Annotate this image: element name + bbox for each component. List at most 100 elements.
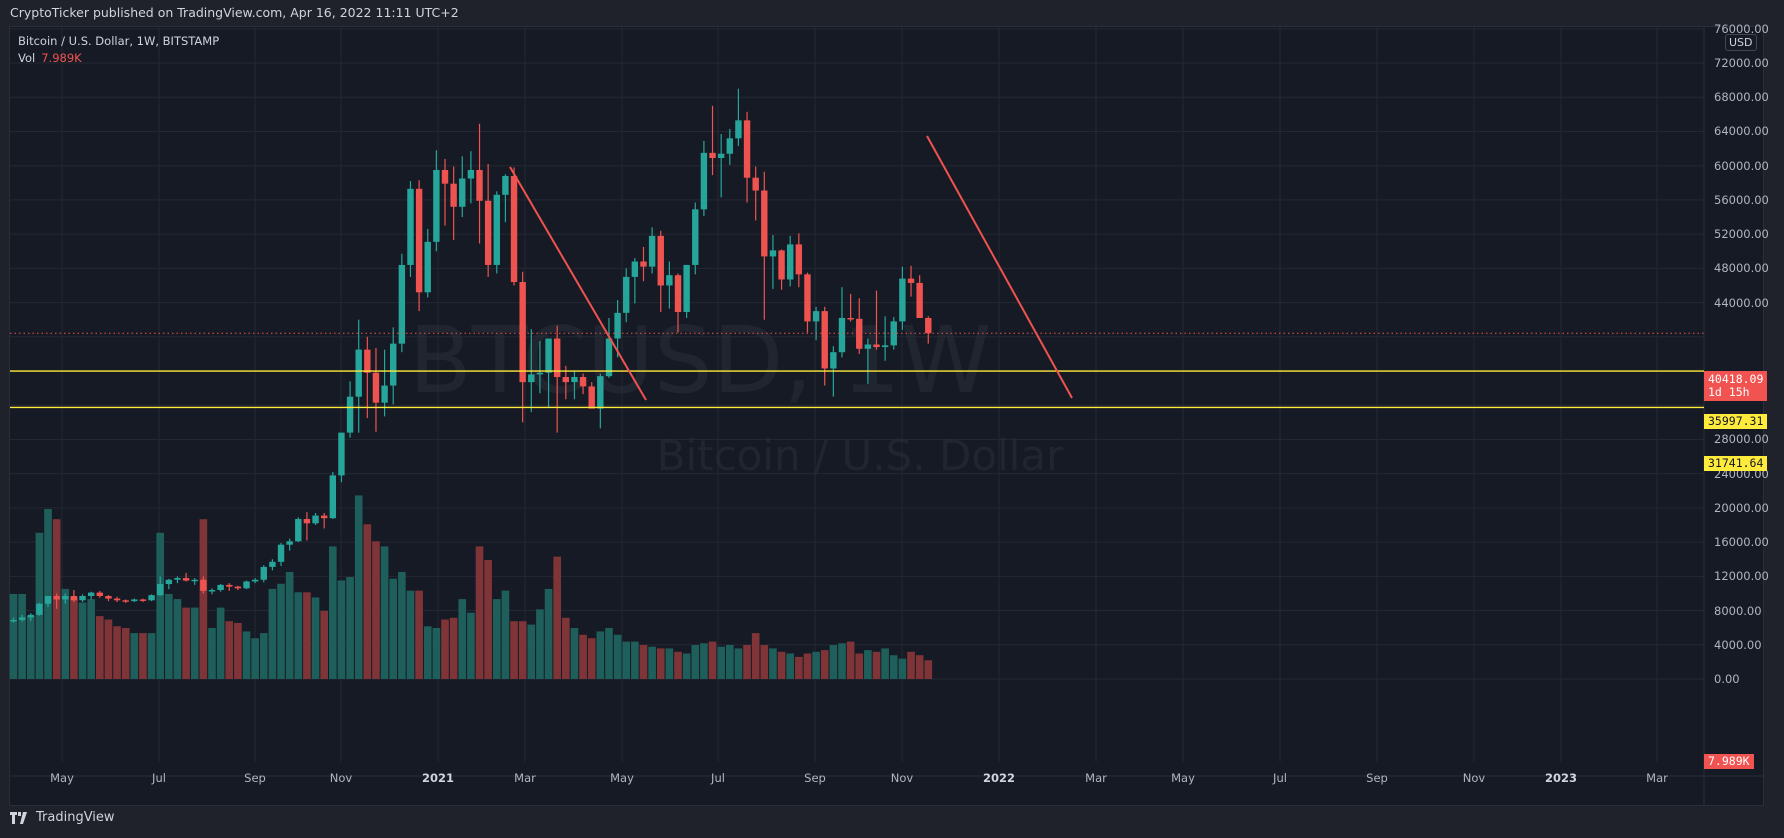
time-tick-label: Jul [152,771,166,785]
candle-down [847,317,854,320]
candle-up [597,376,604,409]
candle-up [614,312,621,339]
volume-bar [769,648,777,679]
time-tick-label: May [610,771,634,785]
candle-down [415,188,423,293]
candle-down [441,169,449,184]
volume-bar [199,519,208,679]
volume-bar [354,495,363,679]
volume-bar [674,651,682,679]
price-tick-label: 12000.00 [1714,569,1769,584]
currency-badge[interactable]: USD [1725,34,1757,51]
volume-bar [587,638,596,679]
volume-bar [812,651,820,679]
candle-up [683,264,690,312]
candle-down [113,598,121,601]
volume-bar [898,658,907,679]
volume-bar [398,571,406,679]
candle-up [502,175,509,195]
candle-down [925,317,932,334]
candle-down [873,344,880,348]
volume-bar [156,532,165,679]
candle-up [648,235,656,267]
volume-bar [691,645,700,679]
volume-bar [881,648,889,679]
volume-bar [139,633,147,679]
volume-bar [26,616,35,679]
volume-bar [907,651,915,679]
candle-up [286,541,293,545]
time-tick-label: Jul [1273,771,1287,785]
price-tick-label: 60000.00 [1714,158,1769,173]
candle-up [329,475,337,519]
candle-down [657,235,664,286]
volume-bar [216,607,225,679]
volume-bar [346,577,354,679]
price-tick-label: 56000.00 [1714,192,1769,207]
volume-bar [760,645,769,679]
volume-bar [61,588,70,679]
price-tick-label: 20000.00 [1714,500,1769,515]
volume-bar [363,524,372,679]
time-tick-label: Sep [804,771,826,785]
candle-up [277,544,285,562]
candle-up [27,614,34,618]
volume-bar [104,619,113,679]
candle-down [640,261,647,267]
candle-down [804,274,811,322]
volume-bar [751,633,760,679]
candle-up [666,275,673,286]
price-tick-label: 68000.00 [1714,90,1769,105]
volume-bar [242,631,251,679]
volume-legend[interactable]: Vol 7.989K [18,50,219,67]
volume-bar [277,583,285,679]
price-tick-label: 76000.00 [1714,21,1769,36]
volume-bar [596,631,605,679]
volume-tag: 7.989K [1704,754,1754,769]
volume-bar [777,651,786,679]
volume-bar [665,648,674,679]
volume-bar [225,621,234,679]
volume-bar [527,624,536,679]
tradingview-footer[interactable]: TradingView [10,810,115,825]
volume-bar [562,617,570,679]
volume-value: 7.989K [41,51,82,65]
volume-bar [820,650,829,679]
candle-up [726,138,733,154]
candle-down [139,599,147,601]
candle-up [381,385,388,403]
candle-down [476,169,483,201]
last-price-value: 40418.09 [1708,372,1764,386]
candle-up [295,519,302,542]
candle-down [53,596,60,600]
candle-down [364,349,371,373]
volume-label: Vol [18,51,36,65]
last-price-tag: 40418.09 1d 15h [1704,371,1768,401]
volume-bar [147,633,156,679]
candle-down [226,584,233,587]
volume-bar [924,660,933,679]
time-tick-label: May [50,771,74,785]
volume-bar [165,594,173,679]
candle-down [553,338,561,378]
candle-down [372,372,380,403]
volume-bar [467,612,475,679]
volume-bar [872,651,881,679]
volume-bar [631,641,639,679]
symbol-title[interactable]: Bitcoin / U.S. Dollar, 1W, BITSTAMP [18,34,220,48]
volume-bar [87,599,95,679]
price-tick-label: 52000.00 [1714,227,1769,242]
volume-bar [838,643,846,679]
volume-bar [501,590,510,679]
candle-up [830,352,837,369]
candle-down [752,177,759,191]
volume-bar [492,599,501,679]
time-tick-label: Sep [1366,771,1388,785]
volume-bar [44,509,52,679]
volume-bar [320,611,328,679]
price-tick-label: 64000.00 [1714,124,1769,139]
volume-bar [9,594,18,679]
volume-bar [337,580,346,679]
candle-up [424,241,431,293]
